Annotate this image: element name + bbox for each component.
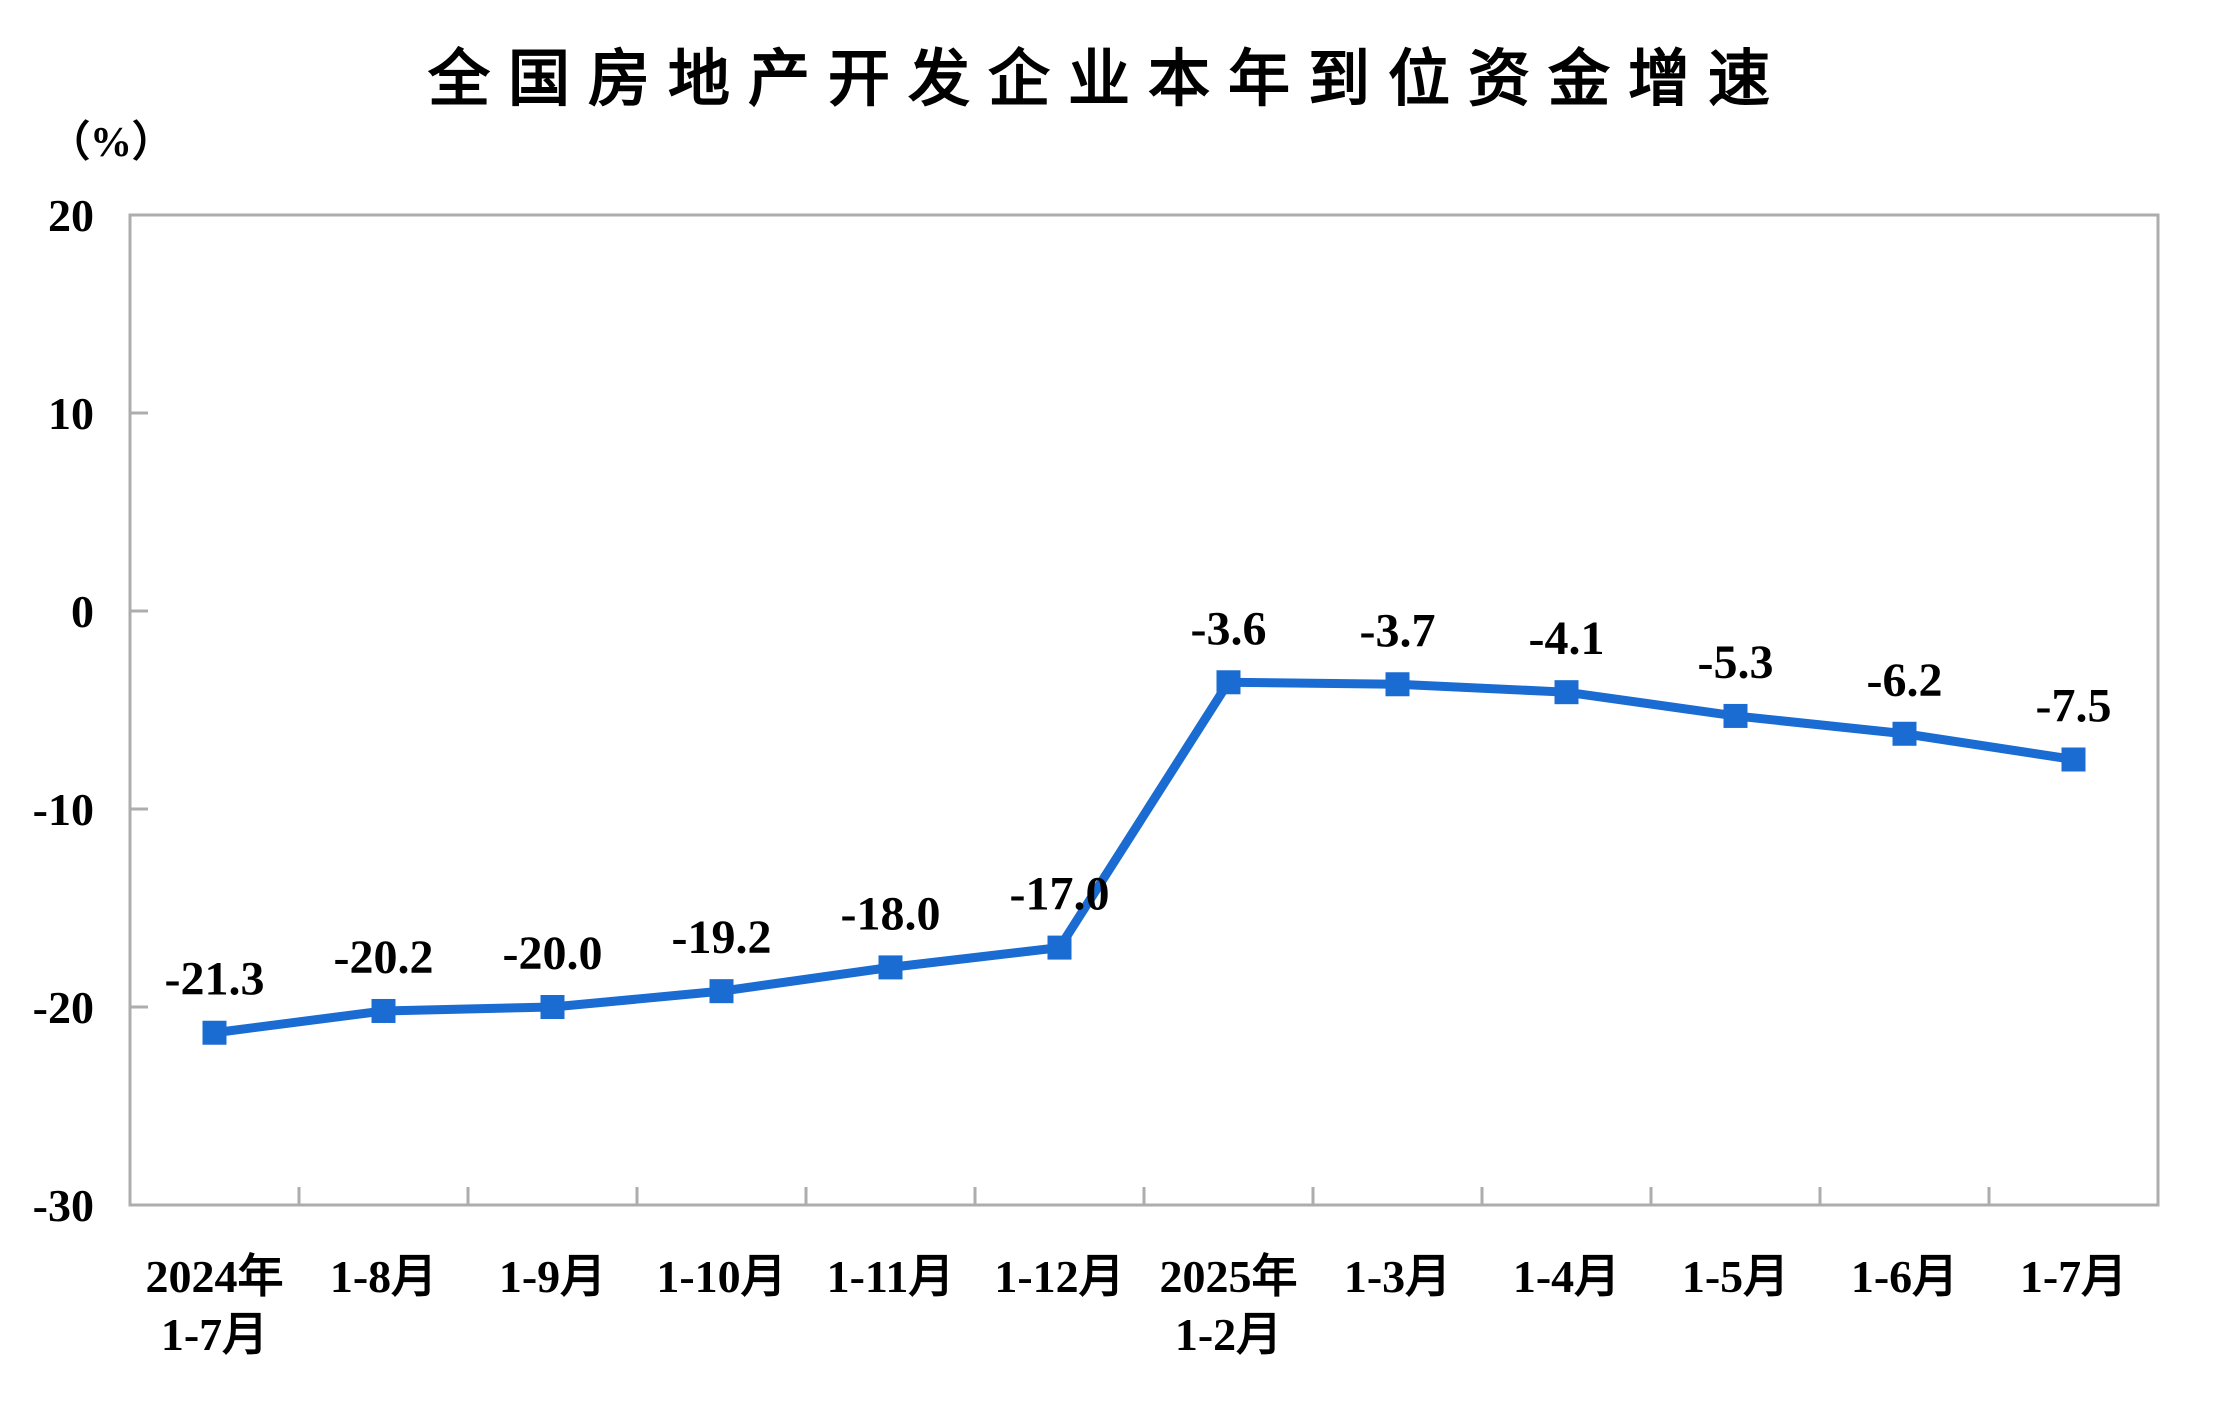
data-point-label: -19.2	[672, 911, 772, 964]
data-point-label: -7.5	[2036, 680, 2112, 733]
x-tick-label: 1-11月	[827, 1251, 955, 1302]
x-tick-label: 1-10月	[656, 1251, 786, 1302]
y-tick-label: 10	[48, 388, 94, 439]
data-point-label: -4.1	[1529, 612, 1605, 665]
data-point-label: -6.2	[1867, 654, 1943, 707]
data-point-marker	[1554, 680, 1579, 705]
x-tick-label: 1-9月	[499, 1251, 606, 1302]
data-point-marker	[1216, 670, 1241, 695]
data-point-marker	[1047, 935, 1072, 960]
x-tick-label: 1-5月	[1682, 1251, 1789, 1302]
data-point-marker	[709, 979, 734, 1004]
x-tick-label: 1-7月	[2020, 1251, 2127, 1302]
x-tick-label: 1-12月	[994, 1251, 1124, 1302]
data-point-marker	[1385, 672, 1410, 697]
x-tick-label: 1-6月	[1851, 1251, 1958, 1302]
data-point-marker	[878, 955, 903, 980]
data-point-marker	[1892, 721, 1917, 746]
y-tick-label: 0	[71, 586, 94, 637]
x-tick-label: 2024年 1-7月	[146, 1251, 284, 1360]
data-point-label: -18.0	[841, 887, 941, 940]
x-tick-label: 1-4月	[1513, 1251, 1620, 1302]
series-line	[213, 677, 2075, 1038]
data-point-marker	[2061, 747, 2086, 772]
data-point-label: -5.3	[1698, 636, 1774, 689]
data-point-label: -20.0	[503, 927, 603, 980]
y-tick-label: -20	[33, 982, 94, 1033]
x-tick-label: 2025年 1-2月	[1160, 1251, 1298, 1360]
data-point-label: -3.6	[1191, 602, 1267, 655]
data-point-label: -21.3	[165, 953, 265, 1006]
data-point-label: -17.0	[1010, 868, 1110, 921]
data-point-label: -20.2	[334, 931, 434, 984]
y-tick-label: -10	[33, 784, 94, 835]
data-point-marker	[371, 998, 396, 1023]
chart-title: 全国房地产开发企业本年到位资金增速	[427, 45, 1788, 114]
x-tick-label: 1-8月	[330, 1251, 437, 1302]
data-point-marker	[540, 995, 565, 1019]
y-tick-label: 20	[48, 190, 94, 241]
data-point-label: -3.7	[1360, 604, 1436, 657]
y-axis-unit-label: （%）	[48, 120, 175, 166]
plot-border	[128, 213, 2160, 1207]
x-tick-label: 1-3月	[1344, 1251, 1451, 1302]
data-point-marker	[1723, 703, 1748, 728]
data-point-marker	[202, 1020, 227, 1045]
y-tick-label: -30	[33, 1180, 94, 1231]
